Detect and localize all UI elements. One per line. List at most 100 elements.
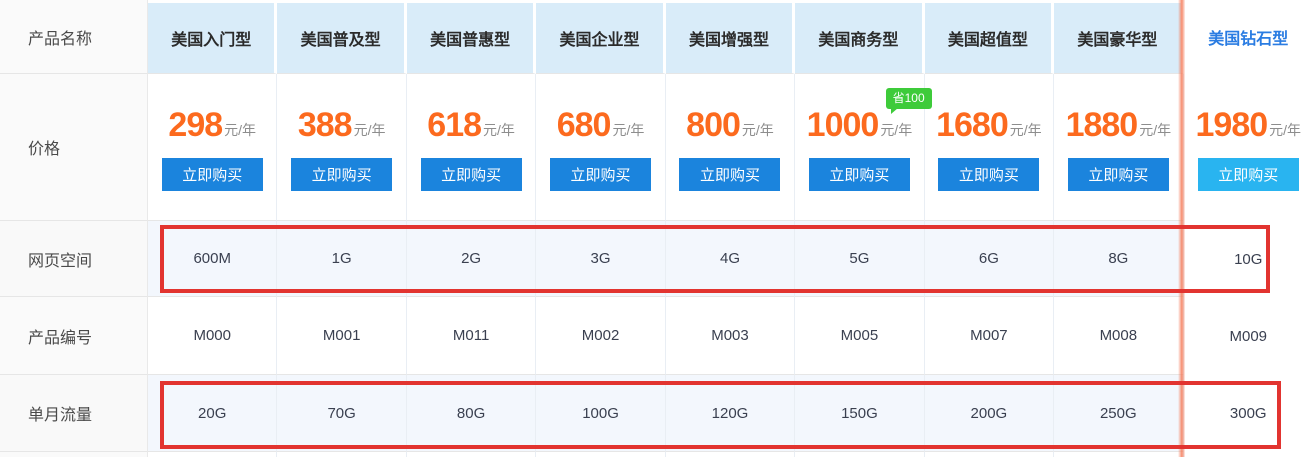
- price-amount: 1680: [936, 105, 1009, 144]
- next-row-cell: [277, 452, 407, 457]
- product-code-value: M002: [536, 297, 666, 375]
- buy-now-button[interactable]: 立即购买: [420, 157, 522, 191]
- next-row-cell: [666, 452, 796, 457]
- price: 298 元/年: [168, 104, 256, 142]
- product-code-value: M005: [795, 297, 925, 375]
- price: 1680 元/年: [936, 104, 1042, 142]
- price-amount: 800: [686, 105, 741, 144]
- web-space-value: 1G: [277, 221, 407, 297]
- price-unit: 元/年: [483, 121, 515, 138]
- web-space-value: 2G: [406, 221, 537, 297]
- buy-now-button[interactable]: 立即购买: [1197, 158, 1299, 191]
- price-cell-diamond: 1980 元/年 立即购买: [1183, 74, 1313, 221]
- price-cell-business: 省100 1000 元/年 立即购买: [795, 74, 932, 221]
- plan-header-entry: 美国入门型: [148, 0, 278, 74]
- next-row-cell: [1054, 452, 1184, 457]
- price-row: 价格 298 元/年 立即购买 388 元/年 立即购买 618 元/年 立即购买 6…: [0, 74, 1313, 221]
- price-unit: 元/年: [612, 121, 645, 138]
- price-cell: 680 元/年 立即购买: [536, 74, 666, 221]
- save-100-badge: 省100: [885, 88, 932, 114]
- web-space-value: 5G: [795, 221, 925, 297]
- buy-now-button[interactable]: 立即购买: [1067, 157, 1169, 191]
- product-code-value: M001: [277, 297, 407, 375]
- web-space-value: 10G: [1183, 221, 1313, 297]
- row-label-product-code: 产品编号: [0, 297, 148, 375]
- price: 1880 元/年: [1066, 104, 1172, 142]
- price: 618 元/年: [427, 104, 515, 142]
- web-space-value: 6G: [924, 221, 1055, 297]
- plan-header-business: 美国商务型: [795, 0, 925, 74]
- price: 388 元/年: [298, 104, 386, 142]
- next-row-cell: [536, 452, 666, 457]
- product-code-value: M003: [665, 297, 796, 375]
- row-label-monthly-traffic: 单月流量: [0, 375, 148, 452]
- next-row-cell: [148, 452, 278, 457]
- plan-header-enhanced: 美国增强型: [665, 0, 796, 74]
- monthly-traffic-value: 100G: [536, 375, 666, 452]
- price: 1980 元/年: [1196, 104, 1302, 142]
- monthly-traffic-value: 80G: [406, 375, 537, 452]
- plan-header-diamond: 美国钻石型: [1183, 0, 1313, 74]
- product-code-value: M009: [1183, 297, 1313, 375]
- product-code-value: M000: [148, 297, 278, 375]
- monthly-traffic-value: 70G: [277, 375, 407, 452]
- buy-now-button[interactable]: 立即购买: [679, 157, 781, 191]
- monthly-traffic-value: 200G: [924, 375, 1055, 452]
- web-space-value: 600M: [148, 221, 278, 297]
- price-amount: 618: [427, 105, 482, 144]
- web-space-value: 8G: [1054, 221, 1184, 297]
- buy-now-button[interactable]: 立即购买: [550, 157, 652, 191]
- price-unit: 元/年: [224, 121, 257, 138]
- next-row-cell: [925, 452, 1055, 457]
- price-amount: 680: [556, 105, 612, 144]
- price-cell: 618 元/年 立即购买: [406, 74, 537, 221]
- monthly-traffic-value: 150G: [795, 375, 925, 452]
- monthly-traffic-value: 250G: [1054, 375, 1184, 452]
- row-label-product-name: 产品名称: [0, 0, 148, 74]
- monthly-traffic-value: 300G: [1183, 375, 1313, 452]
- row-label-web-space: 网页空间: [0, 221, 148, 297]
- product-code-value: M007: [924, 297, 1055, 375]
- next-row-sliver: [0, 452, 1313, 457]
- web-space-value: 4G: [665, 221, 796, 297]
- monthly-traffic-value: 20G: [148, 375, 278, 452]
- price-unit: 元/年: [1139, 121, 1172, 138]
- plan-header-deluxe: 美国豪华型: [1054, 0, 1184, 74]
- price: 800 元/年: [686, 104, 774, 142]
- price-cell: 1880 元/年 立即购买: [1054, 74, 1184, 221]
- plan-header-enterprise: 美国企业型: [536, 0, 666, 74]
- price-unit: 元/年: [353, 121, 386, 138]
- price-amount: 298: [168, 105, 223, 144]
- plan-header-popular: 美国普及型: [277, 0, 407, 74]
- plan-header-value: 美国普惠型: [406, 0, 537, 74]
- product-code-row: 产品编号 M000 M001 M011 M002 M003 M005 M007 …: [0, 297, 1313, 375]
- price: 680 元/年: [557, 104, 645, 142]
- next-row-label-cell: [0, 452, 148, 457]
- price-cell: 1680 元/年 立即购买: [924, 74, 1055, 221]
- product-code-value: M011: [406, 297, 537, 375]
- price-amount: 1000: [806, 105, 880, 144]
- monthly-traffic-row: 单月流量 20G 70G 80G 100G 120G 150G 200G 250…: [0, 375, 1313, 452]
- row-label-price: 价格: [0, 74, 148, 221]
- buy-now-button[interactable]: 立即购买: [808, 157, 910, 191]
- price-amount: 1880: [1065, 105, 1139, 144]
- web-space-row: 网页空间 600M 1G 2G 3G 4G 5G 6G 8G 10G: [0, 221, 1313, 297]
- price-amount: 388: [297, 105, 353, 144]
- price-unit: 元/年: [880, 121, 913, 138]
- buy-now-button[interactable]: 立即购买: [161, 157, 263, 191]
- next-row-cell: [407, 452, 537, 457]
- next-row-cell: [795, 452, 925, 457]
- plan-header-super-value: 美国超值型: [924, 0, 1055, 74]
- buy-now-button[interactable]: 立即购买: [938, 157, 1040, 191]
- product-code-value: M008: [1054, 297, 1184, 375]
- price-unit: 元/年: [1269, 122, 1302, 138]
- price: 1000 元/年: [807, 104, 913, 142]
- price-cell: 388 元/年 立即购买: [277, 74, 407, 221]
- buy-now-button[interactable]: 立即购买: [291, 157, 393, 191]
- price-amount: 1980: [1195, 106, 1269, 144]
- price-unit: 元/年: [1009, 121, 1042, 138]
- header-row: 产品名称 美国入门型 美国普及型 美国普惠型 美国企业型 美国增强型 美国商务型…: [0, 0, 1313, 74]
- price-cell: 800 元/年 立即购买: [665, 74, 796, 221]
- next-row-cell: [1183, 452, 1313, 457]
- price-unit: 元/年: [741, 121, 774, 138]
